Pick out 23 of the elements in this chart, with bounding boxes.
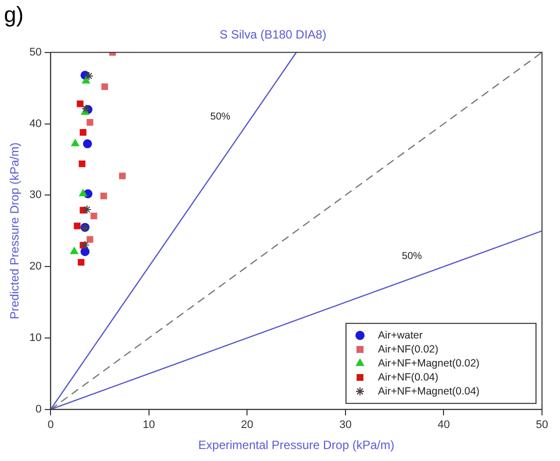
x-tick-label: 20 bbox=[241, 419, 254, 432]
x-tick-label: 40 bbox=[438, 419, 450, 432]
y-tick-label: 30 bbox=[29, 189, 42, 202]
x-tick-label: 30 bbox=[339, 419, 352, 432]
y-tick-label: 20 bbox=[29, 260, 42, 273]
y-tick-label: 10 bbox=[29, 332, 42, 344]
x-tick-label: 0 bbox=[48, 419, 54, 432]
legend-label: Air+NF+Magnet(0.02) bbox=[378, 357, 480, 370]
series-label: 50% bbox=[402, 250, 422, 262]
series-label: 50% bbox=[210, 112, 230, 123]
y-tick-label: 50 bbox=[29, 46, 42, 58]
y-axis-title: Predicted Pressure Drop (kPa/m) bbox=[8, 142, 22, 320]
text: g) bbox=[4, 2, 24, 28]
legend-label: Air+water bbox=[378, 329, 424, 342]
chart-title: S Silva (B180 DIA8) bbox=[220, 28, 326, 42]
legend-label: Air+NF+Magnet(0.04) bbox=[378, 385, 480, 398]
legend-label: Air+NF(0.02) bbox=[378, 343, 438, 356]
legend-label: Air+NF(0.04) bbox=[378, 371, 438, 384]
x-tick-label: 10 bbox=[142, 419, 156, 432]
x-axis-title: Experimental Pressure Drop (kPa/m) bbox=[198, 438, 394, 452]
y-tick-label: 0 bbox=[36, 403, 42, 416]
y-tick-label: 40 bbox=[29, 118, 42, 130]
x-tick-label: 50 bbox=[536, 419, 548, 432]
